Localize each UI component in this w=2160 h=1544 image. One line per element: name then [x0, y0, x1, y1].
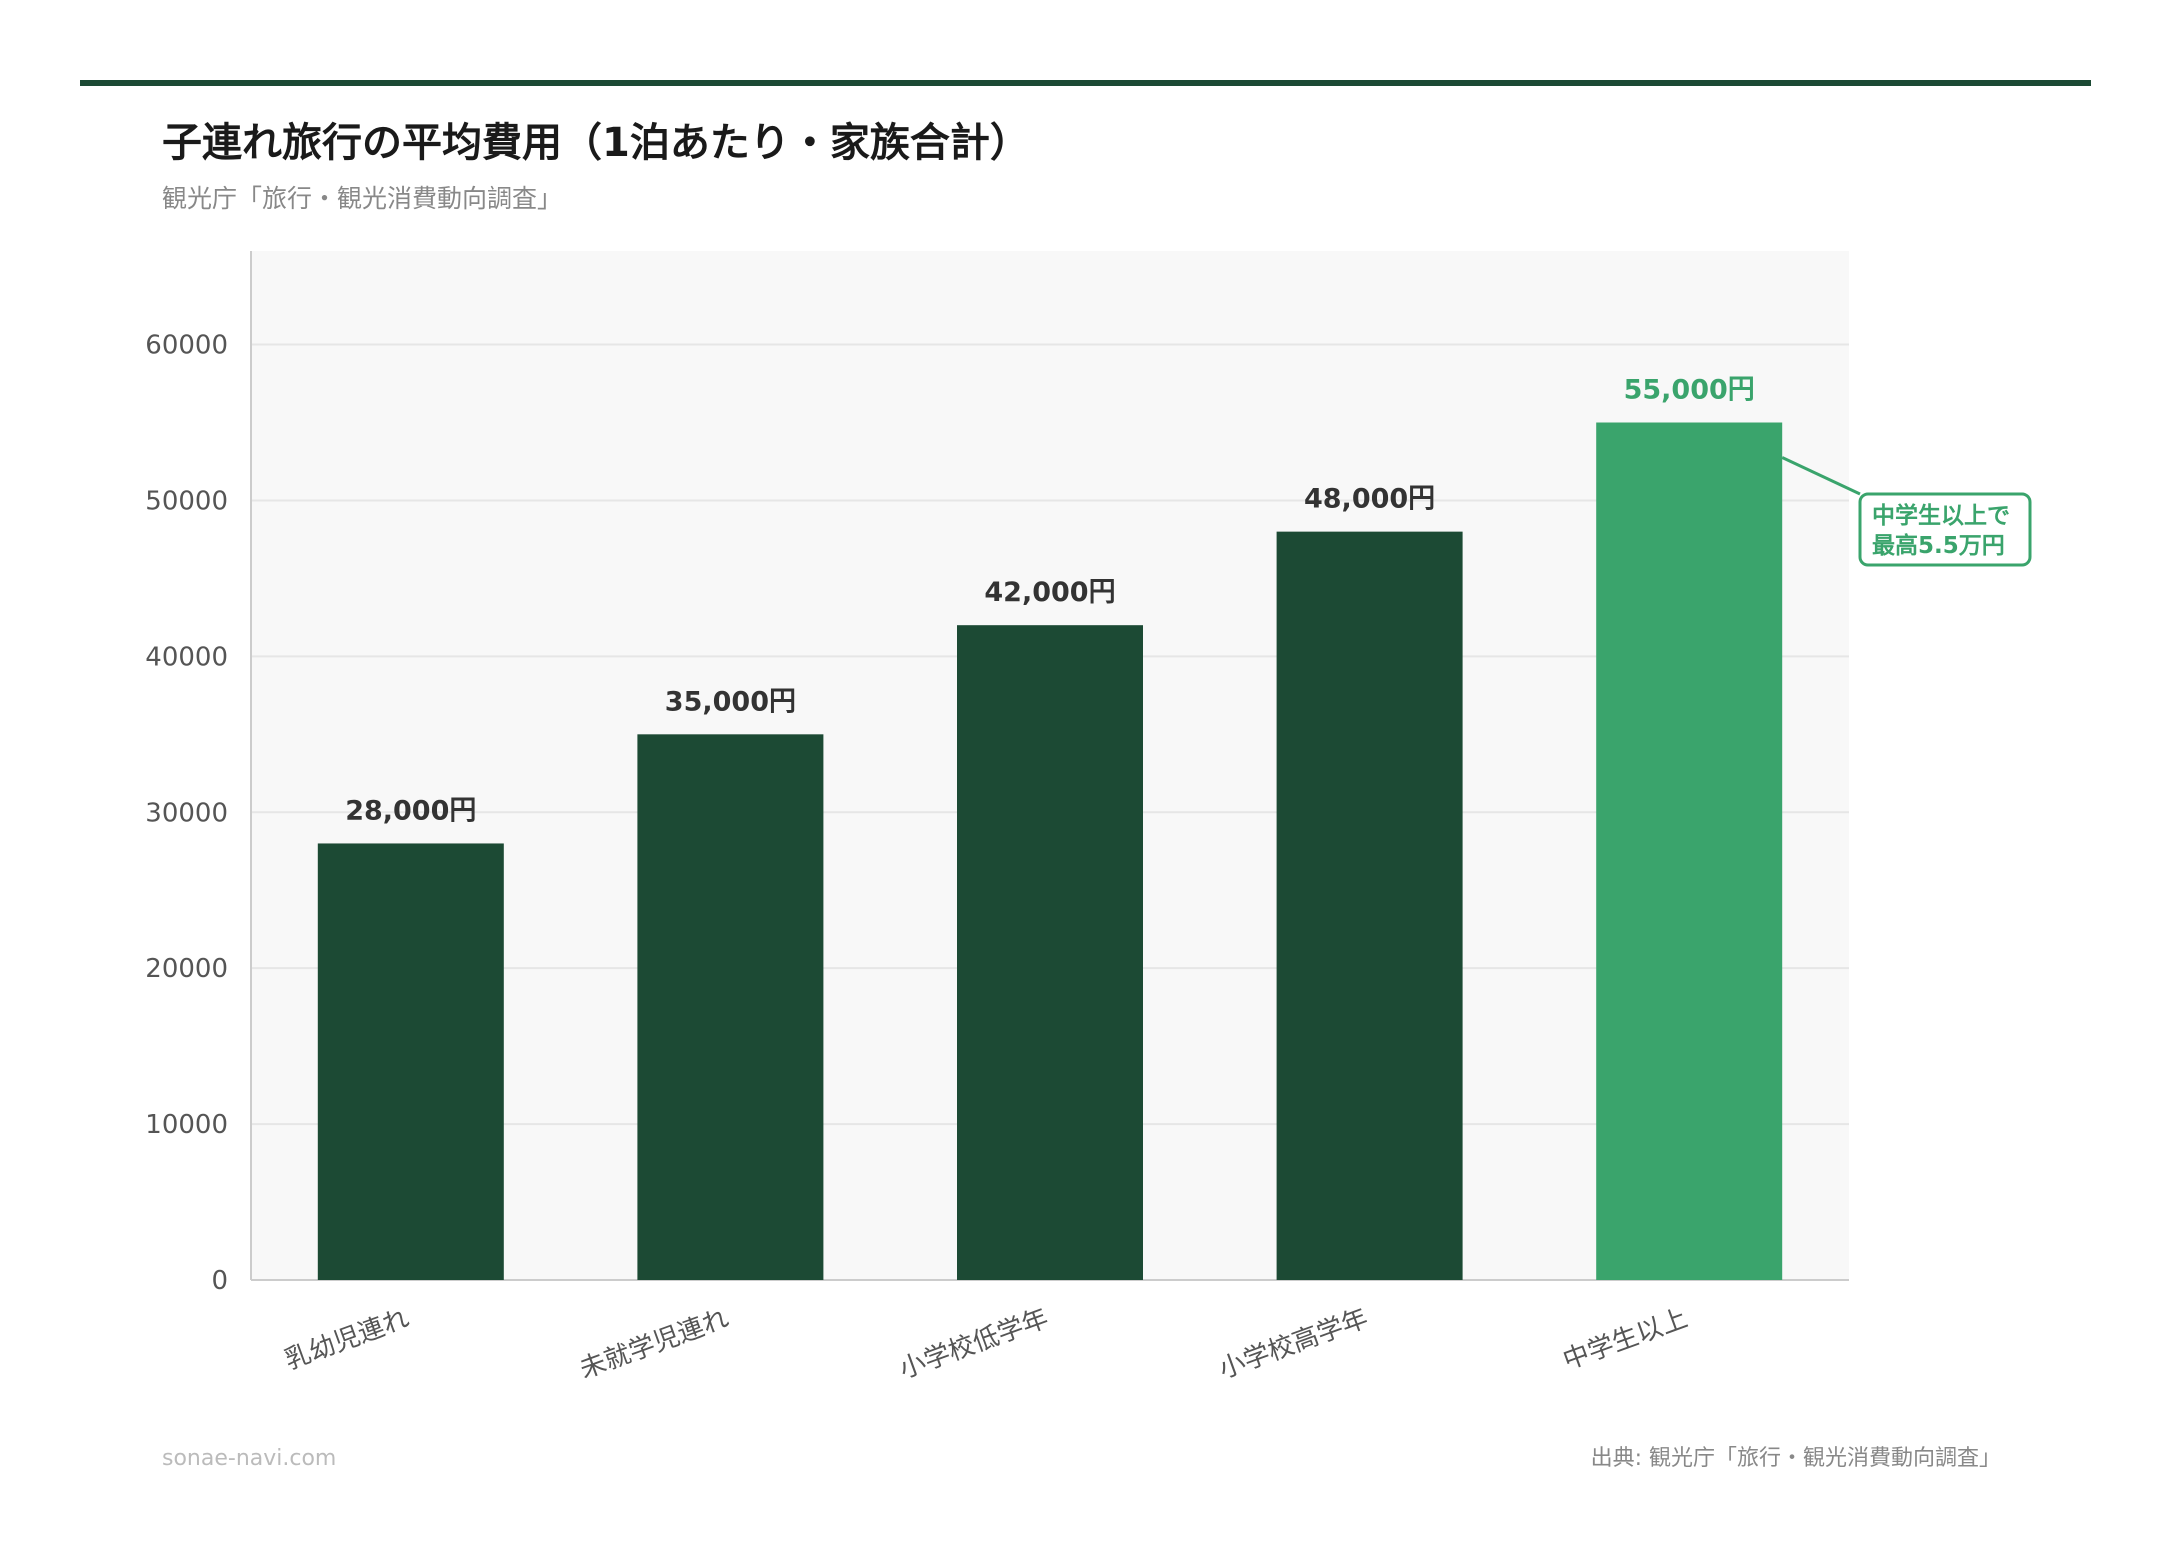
data-labels: 28,000円 35,000円 42,000円 48,000円 55,000円 [345, 375, 1755, 827]
footer-source: 出典: 観光庁「旅行・観光消費動向調査」 [1591, 1446, 2001, 1471]
y-tick-label: 0 [211, 1266, 228, 1296]
x-axis-ticks: 乳幼児連れ 未就学児連れ 小学校低学年 小学校高学年 中学生以上 [281, 1303, 1692, 1385]
annotation-connector [1781, 456, 1861, 496]
bar [637, 734, 824, 1280]
bar [957, 625, 1143, 1280]
y-tick-label: 20000 [145, 954, 228, 984]
annotation: 中学生以上で 最高5.5万円 [1781, 456, 2032, 567]
y-tick-label: 50000 [145, 486, 228, 516]
data-label: 48,000円 [1304, 484, 1435, 515]
annotation-line-1: 中学生以上で [1872, 502, 2010, 529]
y-axis-ticks: 0 10000 20000 30000 40000 50000 60000 [145, 331, 228, 1296]
x-tick-label: 乳幼児連れ [281, 1303, 413, 1376]
data-label: 55,000円 [1624, 375, 1755, 406]
y-tick-label: 40000 [145, 642, 228, 672]
y-tick-label: 30000 [145, 798, 228, 828]
annotation-box [1858, 492, 2032, 567]
footer-site: sonae-navi.com [162, 1446, 336, 1471]
chart-subtitle: 観光庁「旅行・観光消費動向調査」 [162, 184, 562, 213]
top-accent-line [80, 80, 2091, 86]
y-tick-label: 60000 [145, 331, 228, 361]
bar [1596, 422, 1783, 1280]
bars [317, 422, 1783, 1280]
x-tick-label: 未就学児連れ [576, 1303, 733, 1385]
x-tick-label: 中学生以上 [1559, 1303, 1691, 1376]
data-label: 42,000円 [984, 577, 1115, 608]
annotation-line-2: 最高5.5万円 [1872, 532, 2005, 559]
data-label: 35,000円 [665, 686, 796, 717]
y-tick-label: 10000 [145, 1110, 228, 1140]
bar [1276, 531, 1463, 1280]
bar [317, 843, 504, 1280]
x-tick-label: 小学校低学年 [896, 1303, 1053, 1385]
x-tick-label: 小学校高学年 [1215, 1303, 1372, 1385]
data-label: 28,000円 [345, 795, 476, 826]
chart-title: 子連れ旅行の平均費用（1泊あたり・家族合計） [162, 120, 1030, 166]
